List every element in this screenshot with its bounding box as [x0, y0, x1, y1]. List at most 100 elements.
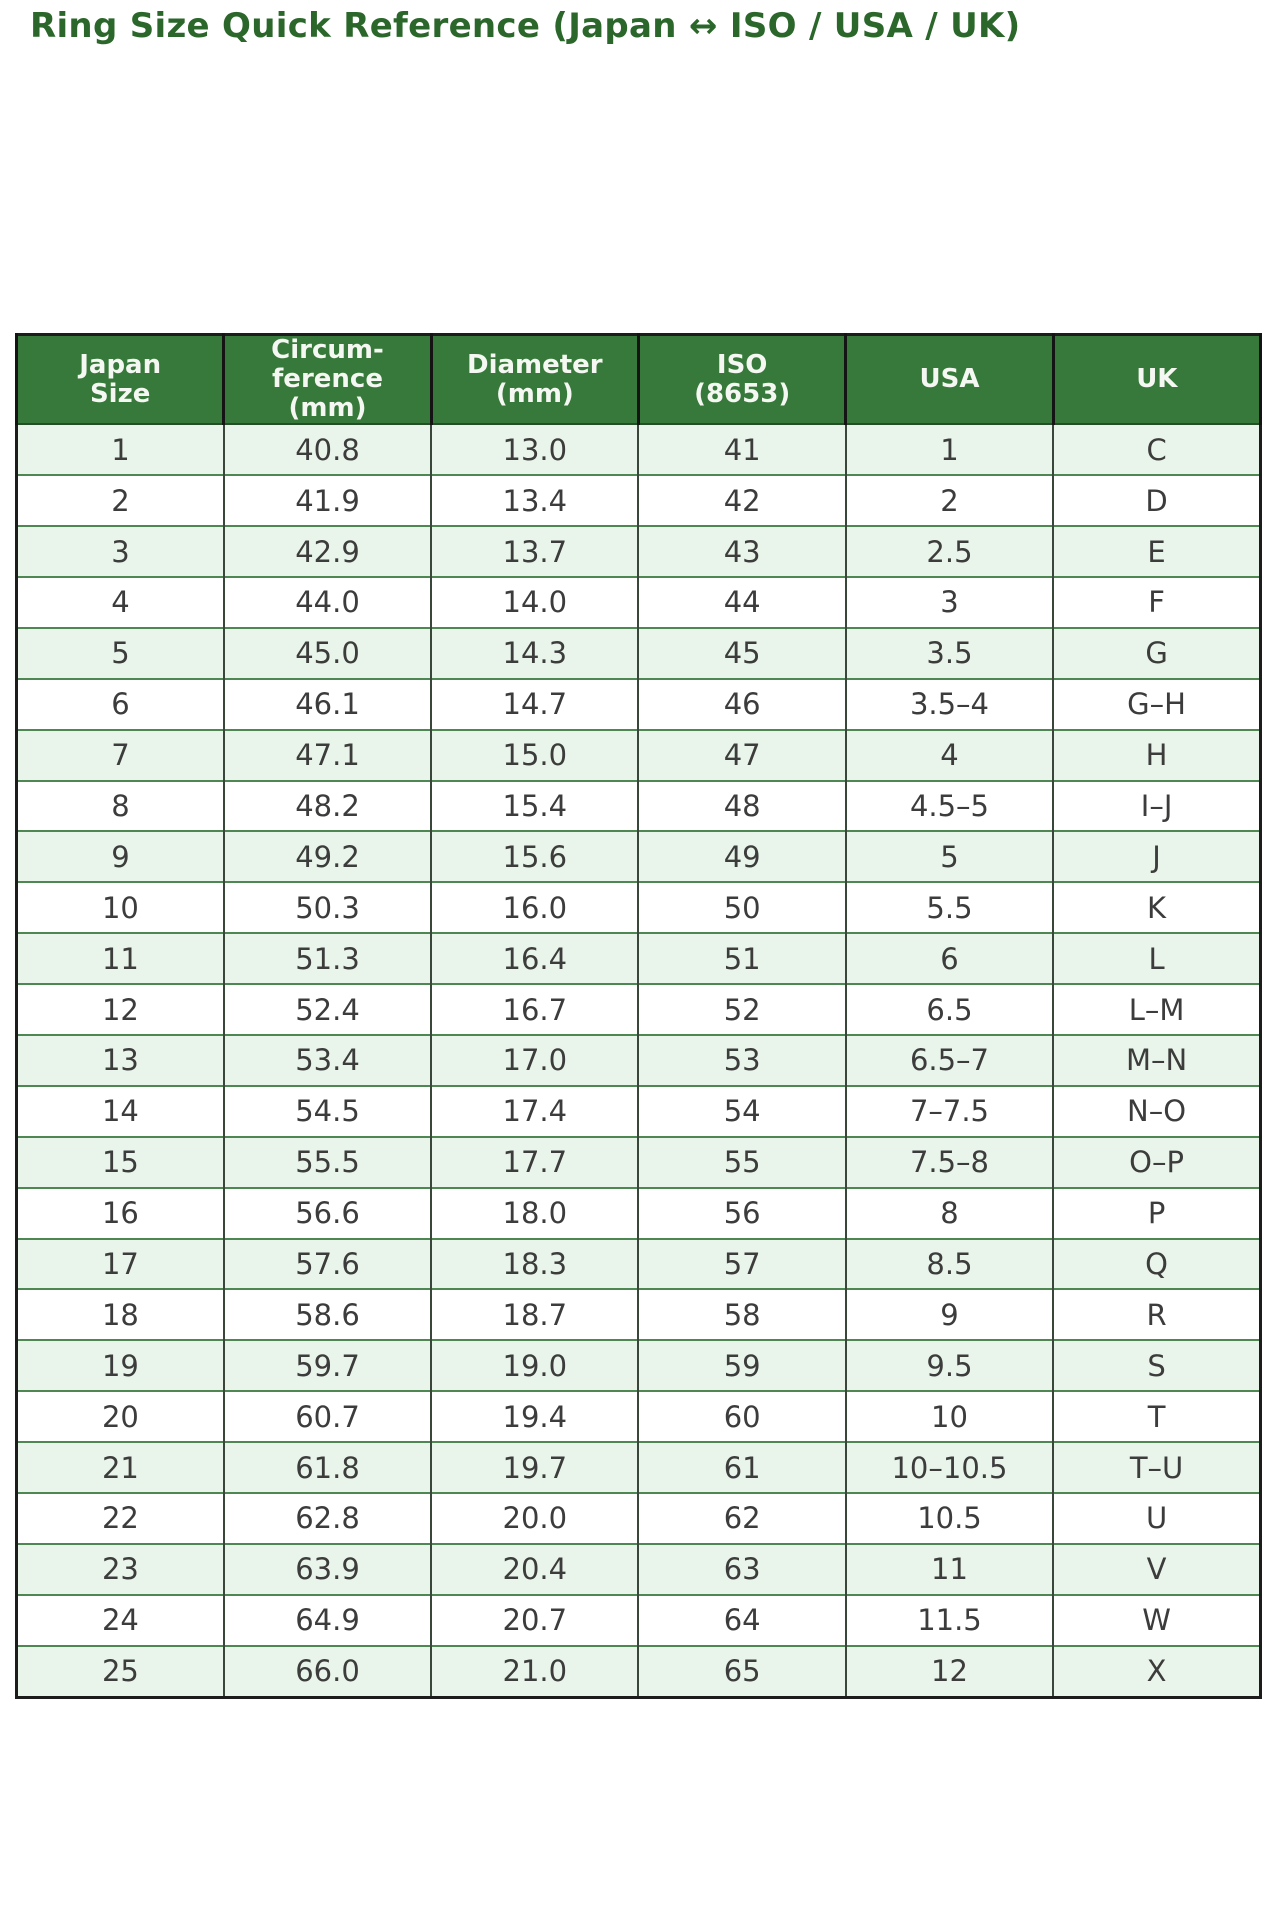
- table-cell: 6.5: [844, 983, 1055, 1036]
- column-header: Diameter (mm): [429, 334, 640, 426]
- table-cell: 44.0: [222, 576, 433, 628]
- table-cell: N–O: [1052, 1084, 1262, 1137]
- table-cell: 41.9: [222, 474, 433, 527]
- table-cell: 10.5: [844, 1492, 1055, 1544]
- table-cell: K: [1052, 881, 1262, 934]
- table-cell: 51: [637, 932, 847, 985]
- table-cell: 4.5–5: [844, 779, 1055, 832]
- column-header: UK: [1051, 334, 1263, 426]
- table-row: 11 51.3 16.4 51 6 L: [15, 932, 1262, 985]
- table-row: 16 56.6 18.0 56 8 P: [15, 1186, 1262, 1239]
- table-cell: 63: [637, 1542, 847, 1595]
- table-cell: 17.7: [430, 1135, 640, 1188]
- table-cell: L–M: [1052, 983, 1262, 1036]
- table-cell: 54: [637, 1084, 847, 1137]
- table-cell: 18.7: [430, 1288, 640, 1341]
- table-row: 17 57.6 18.3 57 8.5 Q: [15, 1237, 1262, 1290]
- table-row: 6 46.1 14.7 46 3.5–4 G–H: [15, 677, 1262, 730]
- table-cell: T–U: [1052, 1441, 1262, 1494]
- table-cell: 3: [15, 525, 225, 577]
- table-cell: 5: [844, 830, 1055, 883]
- table-cell: 17: [15, 1237, 225, 1290]
- table-cell: 54.5: [222, 1084, 433, 1137]
- table-row: 14 54.5 17.4 54 7–7.5 N–O: [15, 1084, 1262, 1137]
- table-cell: 5.5: [844, 881, 1055, 934]
- table-cell: O–P: [1052, 1135, 1262, 1188]
- table-cell: D: [1052, 474, 1262, 527]
- table-cell: 17.4: [430, 1084, 640, 1137]
- table-cell: F: [1052, 576, 1262, 628]
- table-cell: 40.8: [222, 423, 433, 476]
- table-header-row: Japan Size Circum- ference (mm) Diameter (…: [14, 334, 1263, 426]
- table-cell: 21: [15, 1441, 225, 1494]
- table-cell: 4: [844, 728, 1055, 781]
- table-cell: 14.3: [430, 626, 640, 679]
- table-cell: 6: [15, 677, 225, 730]
- table-cell: 20.0: [430, 1492, 640, 1544]
- table-cell: H: [1052, 728, 1262, 781]
- table-cell: 16: [15, 1186, 225, 1239]
- table-row: 21 61.8 19.7 61 10–10.5 T–U: [15, 1441, 1262, 1494]
- table-cell: X: [1052, 1644, 1262, 1698]
- table-cell: 16.4: [430, 932, 640, 985]
- table-cell: 8: [15, 779, 225, 832]
- table-cell: 52.4: [222, 983, 433, 1036]
- table-cell: 9: [844, 1288, 1055, 1341]
- table-cell: 41: [637, 423, 847, 476]
- table-cell: 14.0: [430, 576, 640, 628]
- table-cell: 7.5–8: [844, 1135, 1055, 1188]
- table-cell: 50: [637, 881, 847, 934]
- table-row: 13 53.4 17.0 53 6.5–7 M–N: [15, 1034, 1262, 1086]
- table-cell: 58: [637, 1288, 847, 1341]
- table-cell: 49: [637, 830, 847, 883]
- table-cell: C: [1052, 423, 1262, 476]
- table-cell: 19.0: [430, 1339, 640, 1392]
- table-row: 2 41.9 13.4 42 2 D: [15, 474, 1262, 527]
- table-row: 22 62.8 20.0 62 10.5 U: [15, 1492, 1262, 1544]
- table-cell: 59.7: [222, 1339, 433, 1392]
- table-cell: 20.7: [430, 1593, 640, 1646]
- table-row: 20 60.7 19.4 60 10 T: [15, 1390, 1262, 1443]
- table-row: 23 63.9 20.4 63 11 V: [15, 1542, 1262, 1595]
- table-cell: 15.6: [430, 830, 640, 883]
- table-cell: 43: [637, 525, 847, 577]
- table-cell: 3.5–4: [844, 677, 1055, 730]
- table-cell: S: [1052, 1339, 1262, 1392]
- table-cell: 25: [15, 1644, 225, 1698]
- table-cell: 18: [15, 1288, 225, 1341]
- table-cell: 2.5: [844, 525, 1055, 577]
- table-cell: 13.0: [430, 423, 640, 476]
- table-row: 10 50.3 16.0 50 5.5 K: [15, 881, 1262, 934]
- table-cell: 10: [844, 1390, 1055, 1443]
- table-cell: 2: [844, 474, 1055, 527]
- table-cell: Q: [1052, 1237, 1262, 1290]
- table-cell: 53: [637, 1034, 847, 1086]
- table-cell: 8: [844, 1186, 1055, 1239]
- table-cell: 55: [637, 1135, 847, 1188]
- table-cell: 24: [15, 1593, 225, 1646]
- table-cell: I–J: [1052, 779, 1262, 832]
- table-cell: 45.0: [222, 626, 433, 679]
- table-cell: 61: [637, 1441, 847, 1494]
- table-cell: 9.5: [844, 1339, 1055, 1392]
- table-cell: 20.4: [430, 1542, 640, 1595]
- table-cell: 21.0: [430, 1644, 640, 1698]
- table-cell: 5: [15, 626, 225, 679]
- table-cell: 1: [15, 423, 225, 476]
- table-cell: 57.6: [222, 1237, 433, 1290]
- table-cell: 48.2: [222, 779, 433, 832]
- table-cell: 60: [637, 1390, 847, 1443]
- table-row: 15 55.5 17.7 55 7.5–8 O–P: [15, 1135, 1262, 1188]
- table-cell: G: [1052, 626, 1262, 679]
- table-row: 9 49.2 15.6 49 5 J: [15, 830, 1262, 883]
- table-cell: 19.4: [430, 1390, 640, 1443]
- table-cell: 64.9: [222, 1593, 433, 1646]
- table-row: 3 42.9 13.7 43 2.5 E: [15, 525, 1262, 577]
- table-cell: 6: [844, 932, 1055, 985]
- table-cell: P: [1052, 1186, 1262, 1239]
- table-cell: 66.0: [222, 1644, 433, 1698]
- table-cell: 47: [637, 728, 847, 781]
- table-cell: 50.3: [222, 881, 433, 934]
- table-cell: 57: [637, 1237, 847, 1290]
- page-title: Ring Size Quick Reference (Japan ↔ ISO /…: [30, 6, 1021, 46]
